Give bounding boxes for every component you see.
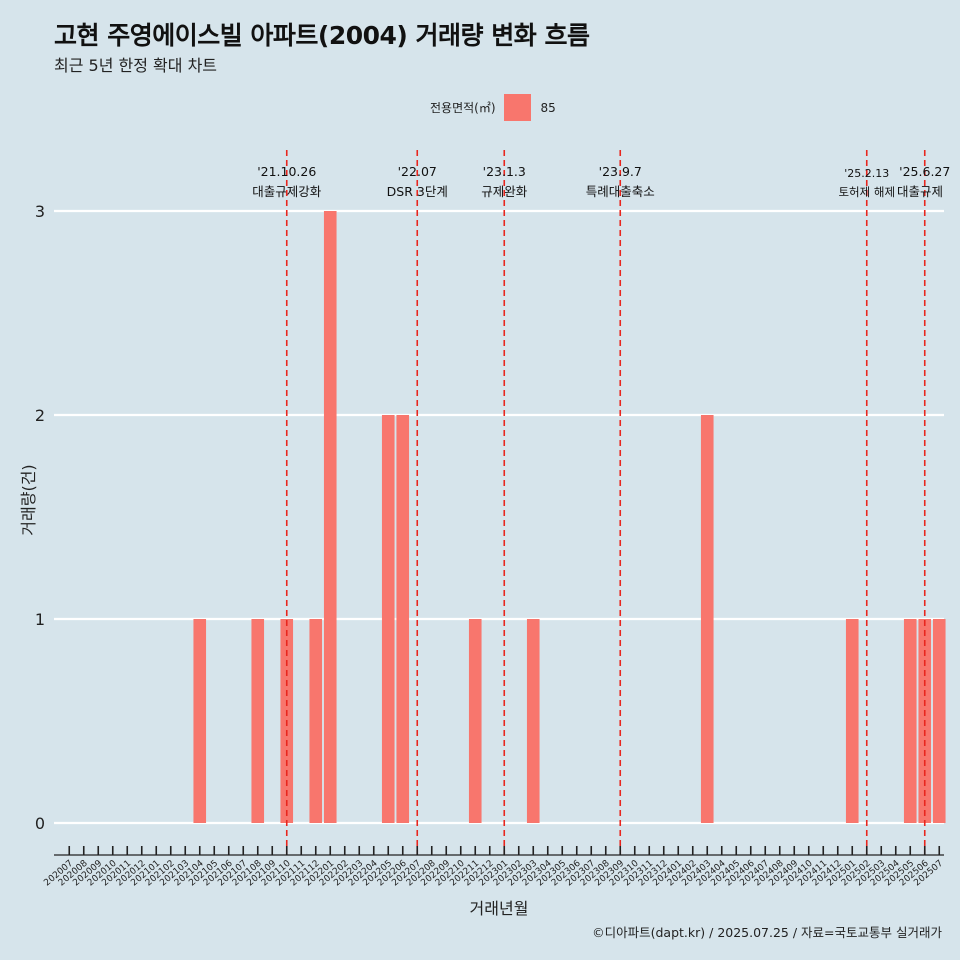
source-caption: ©디아파트(dapt.kr) / 2025.07.25 / 자료=국토교통부 실… [592, 925, 942, 940]
chart-title: 고현 주영에이스빌 아파트(2004) 거래량 변화 흐름 [54, 21, 590, 50]
event-date: '22.07 [398, 164, 437, 179]
event-annotations: '21.10.26 대출규제강화 '22.07 DSR 3단계 '23.1.3 규제완화 '… [252, 164, 950, 199]
chart-subtitle: 최근 5년 한정 확대 차트 [54, 56, 218, 75]
legend-label: 85 [540, 100, 556, 115]
bar [381, 415, 395, 823]
event-label: 특례대출축소 [586, 184, 655, 199]
y-axis-label: 거래량(건) [19, 464, 38, 535]
y-tick-label: 1 [35, 610, 45, 629]
bar [526, 619, 540, 823]
bar [700, 415, 714, 823]
event-date: '23.9.7 [599, 164, 642, 179]
bar [932, 619, 946, 823]
bar [309, 619, 323, 823]
bar [903, 619, 917, 823]
bar [323, 211, 337, 823]
event-lines [285, 150, 926, 855]
bar [396, 415, 410, 823]
x-axis-label: 거래년월 [470, 899, 529, 918]
legend-title: 전용면적(㎡) [430, 101, 496, 115]
event-date: '25.6.27 [899, 164, 950, 179]
legend: 전용면적(㎡) 85 [430, 94, 556, 121]
event-date: '21.10.26 [257, 164, 316, 179]
event-label: 대출규제강화 [252, 184, 322, 199]
event-label: 규제완화 [481, 184, 528, 199]
event-label: 대출규제 [897, 184, 943, 199]
legend-swatch [503, 94, 531, 121]
event-date: '25.2.13 [844, 167, 889, 180]
bar [193, 619, 207, 823]
event-label: DSR 3단계 [387, 184, 448, 199]
event-date: '23.1.3 [483, 164, 526, 179]
y-tick-label: 2 [35, 406, 45, 425]
bars [193, 211, 946, 823]
event-label: 토허제 해제 [838, 185, 895, 199]
bar [845, 619, 859, 823]
bar [251, 619, 265, 823]
y-tick-label: 0 [35, 814, 45, 833]
bar [468, 619, 482, 823]
gridlines [54, 209, 944, 825]
y-tick-label: 3 [35, 202, 45, 221]
axes: 0123거래량(건)202007202008202009202010202011… [19, 202, 945, 918]
